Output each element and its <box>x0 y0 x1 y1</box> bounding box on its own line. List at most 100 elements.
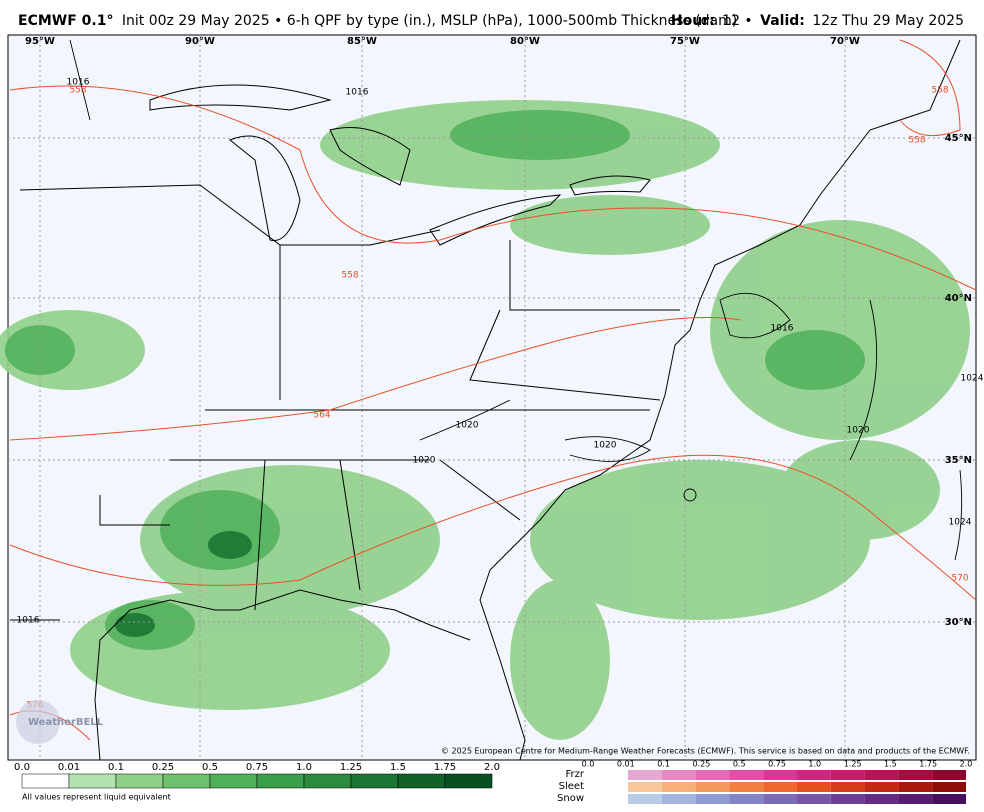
title-description: Init 00z 29 May 2025 • 6-h QPF by type (… <box>122 13 737 29</box>
isobar <box>419 399 511 441</box>
ptype-swatch <box>932 782 966 792</box>
latitude-label: 45°N <box>945 133 972 144</box>
precip-area <box>208 531 252 559</box>
ptype-name: Sleet <box>559 781 584 792</box>
hour-label: Hour: <box>671 13 715 29</box>
longitude-label: 95°W <box>25 36 55 47</box>
ptype-swatch <box>797 794 831 804</box>
latitude-label: 35°N <box>945 455 972 466</box>
watermark-globe <box>16 700 60 744</box>
thickness-line <box>9 317 741 441</box>
ptype-swatch <box>695 782 730 792</box>
thickness-line <box>9 454 977 601</box>
isobar <box>69 39 91 121</box>
ptype-swatch <box>830 794 865 804</box>
precip-area <box>510 195 710 255</box>
qpf-legend: All values represent liquid equivalent 0… <box>14 762 500 802</box>
qpf-note: All values represent liquid equivalent <box>22 793 171 802</box>
isobar <box>849 299 878 461</box>
lake-superior <box>149 84 332 111</box>
ptype-tick-label: 0.01 <box>617 760 635 769</box>
ptype-tick-label: 0.5 <box>733 760 746 769</box>
qpf-tick-label: 0.01 <box>58 762 80 773</box>
valid-label: Valid: <box>760 13 805 29</box>
title: ECMWF 0.1° Init 00z 29 May 2025 • 6-h QP… <box>18 13 737 29</box>
hour-value: 12 • <box>722 13 753 29</box>
watermark: WeatherBELL <box>28 717 104 728</box>
latitude-labels: 45°N 40°N 35°N 30°N <box>945 133 972 628</box>
qpf-tick-label: 0.25 <box>152 762 174 773</box>
qpf-tick-label: 1.0 <box>296 762 312 773</box>
qpf-swatch <box>68 773 117 789</box>
ptype-tick-label: 2.0 <box>960 760 973 769</box>
lake-erie <box>429 194 562 246</box>
model-name: ECMWF 0.1° <box>18 13 113 29</box>
valid-value: 12z Thu 29 May 2025 <box>812 13 964 29</box>
qpf-swatch <box>256 773 305 789</box>
valid-info: Hour: 12 • Valid: 12z Thu 29 May 2025 <box>671 13 964 29</box>
contour-label: 1024 <box>961 374 984 384</box>
qpf-swatch <box>397 773 446 789</box>
ptype-swatch <box>661 794 696 804</box>
longitude-labels: 95°W 90°W 85°W 80°W 75°W 70°W <box>25 36 860 47</box>
graticule <box>8 35 976 760</box>
ptype-swatch <box>661 770 696 780</box>
latitude-label: 40°N <box>945 293 972 304</box>
contour-label: 1016 <box>771 324 794 334</box>
latitude-label: 30°N <box>945 617 972 628</box>
ptype-tick-label: 1.25 <box>844 760 862 769</box>
contour-label: 558 <box>341 271 358 281</box>
isobar <box>954 469 963 561</box>
qpf-swatch <box>444 773 493 789</box>
precip-area <box>780 440 940 540</box>
ptype-swatch <box>729 782 764 792</box>
gulf-coast <box>94 589 471 761</box>
qpf-swatch <box>209 773 258 789</box>
qpf-swatch <box>21 773 70 789</box>
ptype-swatch <box>898 770 933 780</box>
contour-label: 558 <box>931 86 948 96</box>
contour-label: 1020 <box>594 441 617 451</box>
longitude-label: 80°W <box>510 36 540 47</box>
longitude-label: 75°W <box>670 36 700 47</box>
precip-heavy <box>115 531 252 637</box>
qpf-tick-label: 0.5 <box>202 762 218 773</box>
thickness-contours <box>9 39 977 741</box>
ptype-legend: 0.0 0.01 0.1 0.25 0.5 0.75 1.0 1.25 1.5 1.75 2.0 Fr… <box>557 760 973 804</box>
ptype-swatch <box>898 794 933 804</box>
ptype-swatch <box>628 794 662 804</box>
isobar <box>564 436 651 462</box>
qpf-tick-label: 1.5 <box>390 762 406 773</box>
contour-label: 570 <box>951 574 968 584</box>
qpf-tick-label: 0.75 <box>246 762 268 773</box>
coastlines <box>19 39 961 761</box>
ptype-name: Snow <box>557 793 584 804</box>
ptype-tick-label: 0.1 <box>657 760 670 769</box>
precip-area <box>710 220 970 440</box>
precip-area <box>115 613 155 637</box>
lake-michigan <box>229 135 301 241</box>
contour-label: 1024 <box>949 518 972 528</box>
thickness-line <box>899 39 961 137</box>
thickness-line <box>9 85 977 291</box>
ptype-swatch <box>830 782 865 792</box>
qpf-swatch <box>350 773 399 789</box>
isobar <box>719 292 791 339</box>
credit: © 2025 European Centre for Medium-Range … <box>441 747 970 756</box>
contour-label: 1016 <box>17 616 40 626</box>
qpf-swatch <box>115 773 164 789</box>
qpf-tick-label: 0.1 <box>108 762 124 773</box>
state-borders <box>19 184 680 611</box>
isobar <box>683 488 697 502</box>
precip-area <box>510 580 610 740</box>
ptype-tick-label: 1.75 <box>919 760 937 769</box>
qpf-swatch <box>303 773 352 789</box>
ptype-swatch <box>763 782 797 792</box>
longitude-label: 90°W <box>185 36 215 47</box>
contour-label: 1020 <box>413 456 436 466</box>
ptype-swatch <box>932 770 966 780</box>
qpf-tick-label: 2.0 <box>484 762 500 773</box>
isobars <box>10 39 963 621</box>
lake-huron <box>329 127 411 186</box>
